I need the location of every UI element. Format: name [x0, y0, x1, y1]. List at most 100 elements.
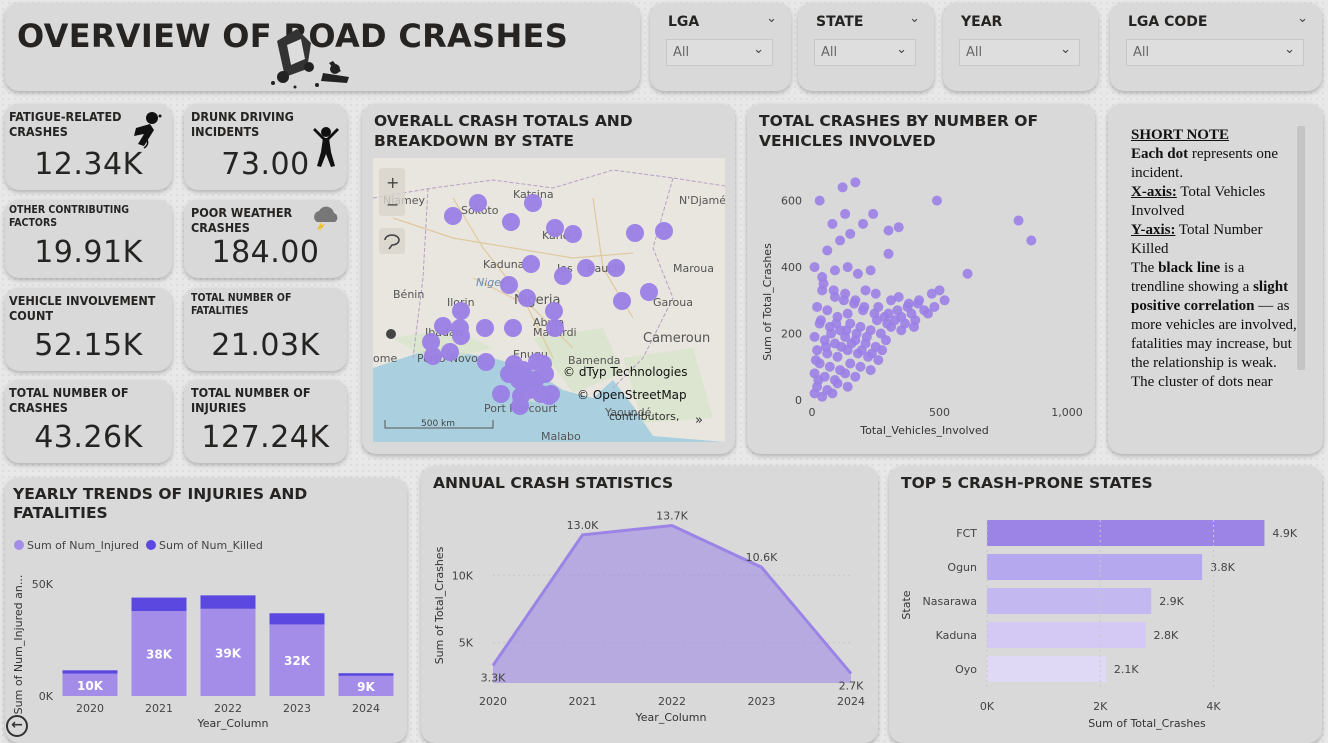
scatter-point [840, 208, 851, 219]
x-tick-label: 2020 [479, 695, 507, 708]
scatter-point [845, 358, 856, 369]
map-bubble [434, 317, 452, 335]
map-bubble [518, 289, 536, 307]
scatter-title: TOTAL CRASHES BY NUMBER OF VEHICLES INVO… [759, 112, 1039, 150]
map-bubble [536, 365, 554, 383]
chevron-down-icon[interactable]: ⌄ [766, 11, 777, 26]
crash-map[interactable]: Niamey Sokoto Katsina Kano N'Djamé Kadun… [373, 158, 725, 442]
drunk-person-icon [313, 127, 339, 167]
data-label: 13.0K [567, 519, 599, 532]
kpi-value: 21.03K [211, 328, 320, 363]
scatter-point [1013, 215, 1024, 226]
map-attribution: © OpenStreetMap [577, 388, 687, 402]
x-tick-label: 500 [929, 406, 950, 419]
scatter-point [846, 338, 857, 349]
bar-injured [269, 624, 325, 696]
x-tick-label: 0K [980, 700, 995, 713]
scatter-point [849, 298, 860, 309]
scatter-point [877, 345, 888, 356]
area-fill [493, 525, 851, 683]
x-tick-label: 2020 [76, 702, 104, 715]
map-bubble [607, 259, 625, 277]
bar-killed [62, 670, 118, 674]
scatter-point [893, 222, 904, 233]
bar [987, 656, 1106, 682]
scatter-point [827, 388, 838, 399]
slicer-dropdown[interactable]: All ⌄ [814, 39, 916, 66]
annual-card: ANNUAL CRASH STATISTICS 5K 10K Sum of Tota… [421, 466, 878, 743]
bar-injured [62, 673, 118, 696]
kpi-value: 73.00 [221, 147, 310, 182]
scatter-point [861, 331, 872, 342]
data-label: 3.8K [1210, 561, 1235, 574]
note-scrollbar[interactable] [1297, 126, 1305, 370]
scatter-chart[interactable]: 0 200 400 600 0 500 1,000 Total_Vehicles_Involv… [747, 164, 1095, 449]
slicer-dropdown[interactable]: All ⌄ [1126, 39, 1304, 66]
scatter-point [910, 315, 921, 326]
top5-bar-chart[interactable]: FCT 4.9K Ogun 3.8K Nasarawa 2.9K Kaduna 2.8K Oyo… [889, 506, 1322, 743]
scatter-point [842, 381, 853, 392]
y-tick-label: 10K [452, 569, 474, 582]
map-bubble [500, 276, 518, 294]
data-label: 2.1K [1114, 663, 1139, 676]
map-bubble [441, 343, 459, 361]
scatter-point [856, 345, 867, 356]
map-attribution: contributors, [609, 410, 679, 423]
data-label: 13.7K [656, 510, 688, 523]
kpi-label: POOR WEATHER CRASHES [191, 205, 293, 235]
scatter-card: TOTAL CRASHES BY NUMBER OF VEHICLES INVO… [747, 104, 1095, 454]
y-tick-label: 600 [781, 195, 802, 208]
scatter-point [934, 285, 945, 296]
scatter-point [883, 225, 894, 236]
x-axis-title: Sum of Total_Crashes [1088, 717, 1206, 730]
map-bubble [554, 267, 572, 285]
slicer-year[interactable]: YEAR All ⌄ [943, 3, 1098, 91]
kpi-value: 127.24K [201, 420, 330, 455]
scatter-point [865, 365, 876, 376]
kpi-crashes: TOTAL NUMBER OF CRASHES 43.26K [5, 380, 172, 463]
map-place-label: N'Djamé [679, 194, 725, 207]
kpi-injuries: TOTAL NUMBER OF INJURIES 127.24K [184, 380, 347, 463]
kpi-value: 184.00 [211, 235, 320, 270]
map-bubble [546, 319, 564, 337]
slicer-lga[interactable]: LGA ⌄ All ⌄ [650, 3, 791, 91]
legend-label: Sum of Num_Killed [159, 539, 263, 552]
map-bubble [452, 302, 470, 320]
scatter-point [845, 228, 856, 239]
slicer-dropdown[interactable]: All ⌄ [666, 39, 773, 66]
slicer-label: YEAR [961, 14, 1003, 30]
map-bubble [476, 319, 494, 337]
scatter-point [810, 355, 821, 366]
scatter-point [870, 288, 881, 299]
back-arrow-button[interactable]: ← [6, 715, 28, 737]
yearly-stacked-bar-chart[interactable]: Sum of Num_Injured Sum of Num_Killed 0K 50K… [5, 533, 407, 743]
map-card: OVERALL CRASH TOTALS AND BREAKDOWN BY ST… [362, 104, 735, 454]
scatter-point [880, 335, 891, 346]
slicer-state[interactable]: STATE ⌄ All ⌄ [798, 3, 934, 91]
zoom-out-button: − [386, 195, 399, 214]
map-place-label: Bénin [393, 288, 424, 301]
scatter-point [822, 305, 833, 316]
kpi-label: TOTAL NUMBER OF FATALITIES [191, 292, 292, 317]
scatter-point [815, 315, 826, 326]
scatter-point [850, 177, 861, 188]
scatter-point [831, 318, 842, 329]
chevron-down-icon: ⌄ [1284, 42, 1295, 57]
slicer-lga-code[interactable]: LGA CODE ⌄ All ⌄ [1110, 3, 1322, 91]
bar [987, 554, 1203, 580]
chevron-down-icon[interactable]: ⌄ [909, 11, 920, 26]
scatter-point [829, 265, 840, 276]
short-note-text: SHORT NOTE Each dot represents one incid… [1131, 126, 1301, 392]
scatter-point [842, 308, 853, 319]
slicer-dropdown[interactable]: All ⌄ [959, 39, 1080, 66]
kpi-label: TOTAL NUMBER OF CRASHES [9, 385, 129, 415]
map-bubble [613, 292, 631, 310]
bar-killed [200, 595, 256, 609]
bar [987, 588, 1152, 614]
x-tick-label: 0 [809, 406, 816, 419]
chevron-down-icon[interactable]: ⌄ [1297, 11, 1308, 26]
data-label: 2.8K [1154, 629, 1179, 642]
map-bubble [452, 327, 470, 345]
legend-marker [14, 540, 24, 550]
annual-area-chart[interactable]: 5K 10K Sum of Total_Crashes 3.3K 2020 13.0K 20… [421, 496, 878, 743]
